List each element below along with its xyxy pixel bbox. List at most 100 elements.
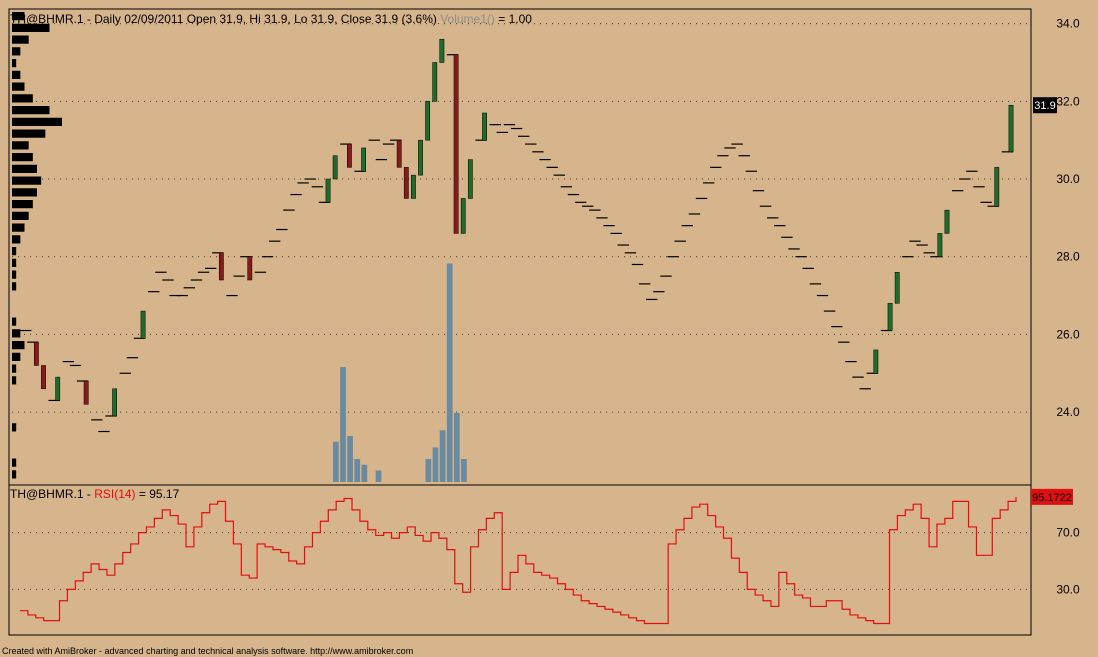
footer-credit: Created with AmiBroker - advanced charti… bbox=[2, 646, 414, 656]
profile-bar bbox=[12, 235, 21, 244]
profile-bar bbox=[12, 470, 17, 479]
profile-bar bbox=[12, 188, 37, 197]
price-candle bbox=[1008, 104, 1014, 153]
price-candle bbox=[467, 159, 473, 199]
profile-bar bbox=[12, 270, 17, 279]
price-candle bbox=[140, 310, 146, 339]
price-candle bbox=[432, 62, 438, 102]
volume-bar bbox=[425, 459, 432, 482]
price-candle bbox=[994, 167, 1000, 207]
profile-bar bbox=[12, 458, 17, 467]
price-tick-label: 28.0 bbox=[1056, 250, 1080, 264]
price-candle bbox=[937, 233, 943, 257]
rsi-separator: - bbox=[83, 487, 95, 501]
profile-bar bbox=[12, 341, 25, 350]
price-tick-label: 26.0 bbox=[1056, 327, 1080, 341]
profile-bar bbox=[12, 141, 29, 150]
rsi-line bbox=[20, 497, 1017, 625]
price-candle bbox=[411, 174, 416, 199]
price-candle bbox=[944, 209, 950, 234]
price-candle bbox=[403, 167, 409, 199]
volume-bar bbox=[340, 367, 346, 482]
profile-bar bbox=[12, 423, 17, 432]
y-axis: 34.0 32.0 30.0 28.0 26.0 24.0 70.0 30.0 31.9 95.1… bbox=[1031, 17, 1080, 596]
volume-bar bbox=[439, 430, 446, 482]
rsi-last-badge bbox=[1031, 488, 1073, 505]
profile-bar bbox=[12, 223, 25, 232]
rsi-symbol-label: TH@BHMR.1 bbox=[10, 487, 84, 501]
profile-bar bbox=[12, 59, 17, 68]
rsi-value: = 95.17 bbox=[135, 487, 180, 501]
price-tick-label: 32.0 bbox=[1056, 94, 1080, 108]
profile-bar bbox=[12, 376, 17, 385]
price-candle bbox=[396, 139, 402, 168]
profile-bar bbox=[12, 23, 50, 32]
volume-bars bbox=[333, 263, 467, 482]
volume-bar bbox=[361, 464, 368, 482]
price-tick-label: 30.0 bbox=[1056, 172, 1080, 186]
profile-bar bbox=[12, 129, 46, 138]
price-candle bbox=[83, 380, 89, 405]
price-candle bbox=[347, 143, 352, 168]
price-candle bbox=[325, 178, 331, 203]
price-candle bbox=[418, 139, 423, 176]
price-candle bbox=[332, 155, 338, 180]
price-bars bbox=[20, 38, 1014, 433]
profile-bar bbox=[12, 164, 37, 173]
profile-bar bbox=[12, 82, 25, 91]
volume-profile bbox=[12, 12, 62, 479]
volume-bar bbox=[446, 263, 453, 482]
price-candle bbox=[218, 252, 224, 281]
profile-bar bbox=[12, 329, 21, 338]
price-tick-label: 24.0 bbox=[1056, 405, 1080, 419]
profile-bar bbox=[12, 117, 62, 126]
volume-bar bbox=[375, 470, 382, 482]
price-panel-header: TH@BHMR.1 - Daily 02/09/2011 Open 31.9, … bbox=[10, 12, 532, 26]
price-candle bbox=[41, 365, 46, 390]
rsi-tick-label: 30.0 bbox=[1056, 582, 1080, 596]
rsi-series-line bbox=[20, 497, 1017, 625]
profile-bar bbox=[12, 317, 17, 326]
price-candle bbox=[425, 101, 431, 141]
profile-bar bbox=[12, 106, 50, 115]
grid-lines bbox=[12, 23, 1028, 590]
price-tick-label: 34.0 bbox=[1056, 17, 1080, 31]
profile-bar bbox=[12, 200, 33, 209]
profile-bar bbox=[12, 12, 25, 21]
profile-bar bbox=[12, 153, 33, 162]
profile-bar bbox=[12, 47, 21, 56]
price-candle bbox=[55, 376, 61, 401]
price-candle bbox=[482, 112, 487, 141]
rsi-panel-header: TH@BHMR.1 - RSI(14) = 95.17 bbox=[10, 487, 179, 501]
volume-bar bbox=[461, 459, 467, 482]
price-last-badge-text: 31.9 bbox=[1034, 100, 1055, 112]
rsi-panel-frame bbox=[8, 484, 1032, 636]
price-candle bbox=[887, 303, 893, 331]
profile-bar bbox=[12, 176, 42, 185]
rsi-indicator-label: RSI(14) bbox=[94, 487, 136, 501]
price-panel-frame bbox=[8, 8, 1032, 486]
price-candle bbox=[247, 256, 253, 281]
price-candle bbox=[873, 349, 879, 374]
volume-bar bbox=[453, 413, 460, 482]
price-candle bbox=[112, 388, 118, 417]
profile-bar bbox=[12, 352, 21, 361]
profile-bar bbox=[12, 258, 17, 267]
rsi-tick-label: 70.0 bbox=[1056, 526, 1080, 540]
price-candle bbox=[361, 147, 367, 172]
volume-bar bbox=[432, 447, 439, 482]
price-candle bbox=[453, 54, 459, 234]
profile-bar bbox=[12, 364, 17, 373]
profile-bar bbox=[12, 70, 21, 79]
price-last-badge bbox=[1033, 97, 1057, 114]
profile-bar bbox=[12, 247, 17, 256]
price-candle bbox=[439, 38, 445, 63]
price-candle bbox=[33, 341, 39, 366]
price-candle bbox=[894, 271, 900, 304]
profile-bar bbox=[12, 94, 33, 103]
profile-bar bbox=[12, 35, 29, 44]
price-candle bbox=[460, 198, 466, 234]
symbol-label: TH@BHMR.1 bbox=[10, 12, 84, 26]
volume-label: Volume1() bbox=[440, 12, 495, 26]
